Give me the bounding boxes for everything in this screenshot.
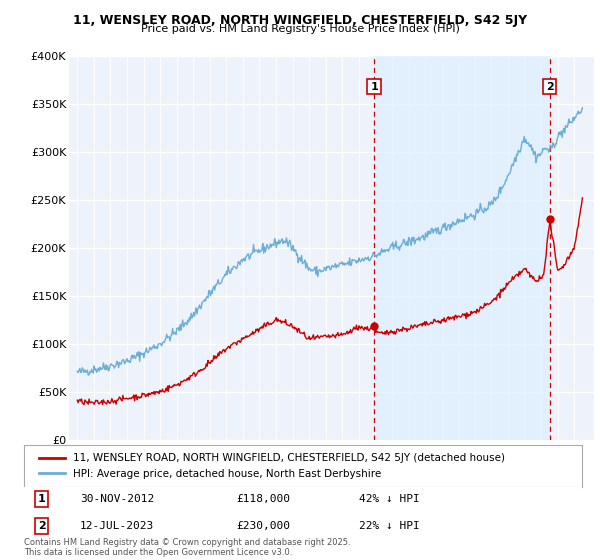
Text: Contains HM Land Registry data © Crown copyright and database right 2025.
This d: Contains HM Land Registry data © Crown c… — [24, 538, 350, 557]
Text: £118,000: £118,000 — [236, 494, 290, 504]
Text: 2: 2 — [38, 521, 46, 531]
Legend: 11, WENSLEY ROAD, NORTH WINGFIELD, CHESTERFIELD, S42 5JY (detached house), HPI: : 11, WENSLEY ROAD, NORTH WINGFIELD, CHEST… — [35, 449, 509, 483]
Text: Price paid vs. HM Land Registry's House Price Index (HPI): Price paid vs. HM Land Registry's House … — [140, 24, 460, 34]
Text: 2: 2 — [546, 82, 554, 92]
Text: 30-NOV-2012: 30-NOV-2012 — [80, 494, 154, 504]
Text: 11, WENSLEY ROAD, NORTH WINGFIELD, CHESTERFIELD, S42 5JY: 11, WENSLEY ROAD, NORTH WINGFIELD, CHEST… — [73, 14, 527, 27]
Text: £230,000: £230,000 — [236, 521, 290, 531]
Text: 22% ↓ HPI: 22% ↓ HPI — [359, 521, 419, 531]
Text: 12-JUL-2023: 12-JUL-2023 — [80, 521, 154, 531]
Bar — [374, 56, 550, 440]
Text: 1: 1 — [370, 82, 378, 92]
Text: 1: 1 — [38, 494, 46, 504]
Text: 42% ↓ HPI: 42% ↓ HPI — [359, 494, 419, 504]
